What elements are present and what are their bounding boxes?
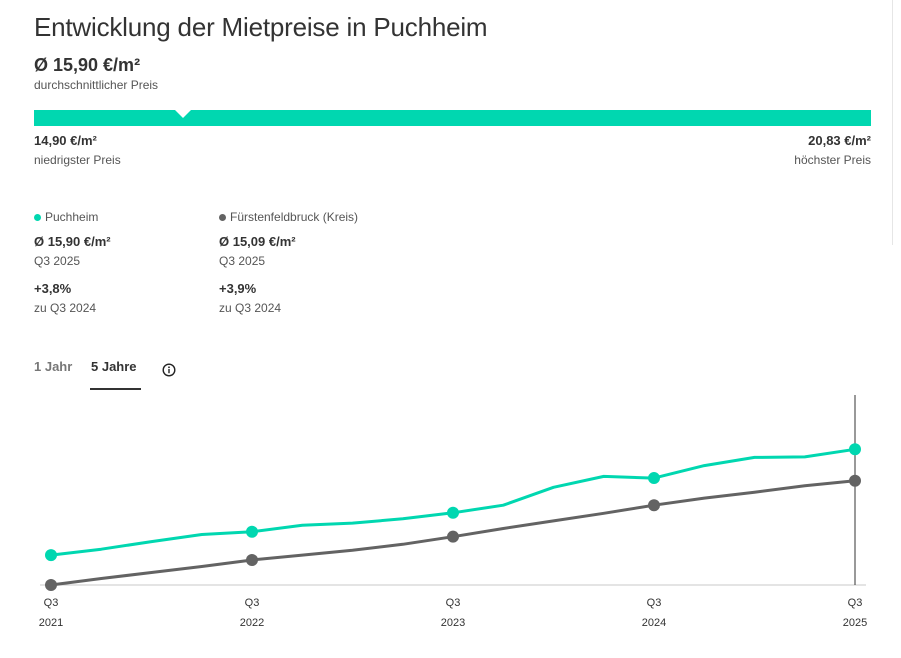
x-tick-year-2022: 2022 [240, 617, 264, 629]
x-tick-quarter-2024: Q3 [647, 597, 662, 609]
legend-puchheim-label: Puchheim [45, 210, 99, 224]
x-tick-quarter-2023: Q3 [446, 597, 461, 609]
min-price-label: niedrigster Preis [34, 153, 121, 167]
data-point-fuerstenfeldbruck-4 [246, 554, 258, 567]
puchheim-change: +3,8% [34, 281, 72, 296]
x-tick-year-2021: 2021 [39, 617, 63, 629]
fuerstenfeldbruck-price: Ø 15,09 €/m² [219, 234, 296, 249]
average-price: Ø 15,90 €/m² [34, 55, 141, 75]
fuerstenfeldbruck-change: +3,9% [219, 281, 257, 296]
data-point-puchheim-0 [45, 549, 57, 562]
data-point-puchheim-4 [246, 525, 258, 538]
comparison-fuerstenfeldbruck: Fürstenfeldbruck (Kreis) Ø 15,09 €/m² Q3… [219, 209, 358, 315]
price-range-bar [34, 110, 871, 126]
info-icon[interactable] [162, 363, 176, 377]
x-tick-year-2025: 2025 [843, 617, 867, 629]
puchheim-price: Ø 15,90 €/m² [34, 234, 111, 249]
legend-puchheim: Puchheim [34, 209, 111, 225]
average-marker [174, 110, 191, 118]
puchheim-change-since: zu Q3 2024 [34, 301, 97, 315]
data-point-fuerstenfeldbruck-16 [849, 474, 861, 487]
tab-5-jahre[interactable]: 5 Jahre [91, 359, 137, 374]
legend-fuerstenfeldbruck: Fürstenfeldbruck (Kreis) [219, 209, 358, 225]
data-point-puchheim-8 [447, 506, 459, 519]
data-point-fuerstenfeldbruck-0 [45, 579, 57, 591]
min-price: 14,90 €/m² [34, 133, 97, 148]
average-price-label: durchschnittlicher Preis [34, 78, 159, 92]
legend-dot-fuerstenfeldbruck [219, 213, 226, 221]
data-point-fuerstenfeldbruck-12 [648, 499, 660, 512]
comparison-puchheim: Puchheim Ø 15,90 €/m² Q3 2025 +3,8% zu Q… [34, 209, 111, 315]
max-price: 20,83 €/m² [808, 133, 871, 148]
x-tick-quarter-2022: Q3 [245, 597, 260, 609]
x-tick-year-2023: 2023 [441, 617, 465, 629]
puchheim-period: Q3 2025 [34, 254, 81, 268]
fuerstenfeldbruck-period: Q3 2025 [219, 254, 266, 268]
active-tab-underline [90, 388, 141, 390]
x-tick-quarter-2025: Q3 [848, 597, 863, 609]
fuerstenfeldbruck-change-since: zu Q3 2024 [219, 301, 282, 315]
data-point-puchheim-12 [648, 472, 660, 485]
legend-dot-puchheim [34, 213, 41, 221]
max-price-label: höchster Preis [794, 153, 871, 167]
page-title: Entwicklung der Mietpreise in Puchheim [34, 12, 488, 42]
data-point-puchheim-16 [849, 443, 861, 456]
x-tick-quarter-2021: Q3 [44, 597, 59, 609]
edge-divider [892, 0, 893, 245]
x-tick-year-2024: 2024 [642, 617, 666, 629]
tab-1-jahr[interactable]: 1 Jahr [34, 359, 73, 374]
data-point-fuerstenfeldbruck-8 [447, 530, 459, 543]
legend-fuerstenfeldbruck-label: Fürstenfeldbruck (Kreis) [230, 210, 359, 224]
